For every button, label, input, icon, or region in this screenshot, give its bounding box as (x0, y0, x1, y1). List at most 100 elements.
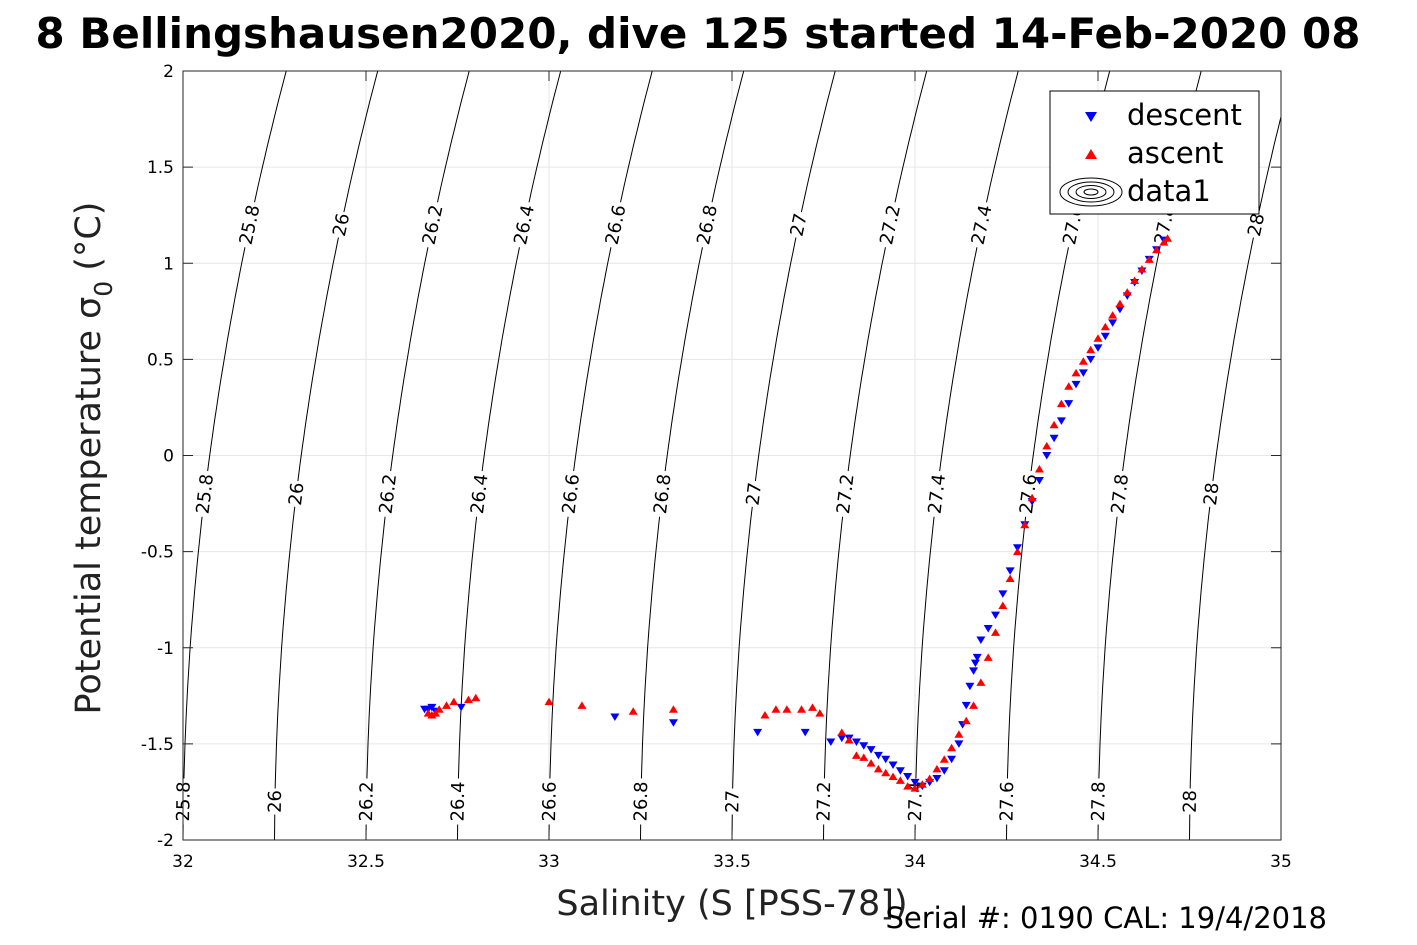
ascent-point (1020, 520, 1030, 529)
density-contour-line (640, 71, 745, 840)
density-contours (183, 71, 1281, 840)
descent-point (1056, 417, 1066, 425)
density-contour-line (548, 71, 653, 840)
y-tick-label: -2 (157, 831, 174, 851)
density-contour-label: 26.8 (631, 781, 653, 821)
density-contour-label: 26.8 (650, 473, 676, 515)
ascent-point (976, 678, 986, 686)
density-contour-label-bg (833, 469, 857, 518)
ascent-point (1005, 574, 1015, 583)
ascent-point (427, 711, 437, 719)
descent-point (954, 740, 964, 748)
density-contour-label: 26.6 (539, 781, 561, 821)
descent-point (970, 659, 980, 668)
x-tick-label: 34 (904, 852, 926, 872)
descent-point (961, 701, 971, 710)
ascent-point (859, 753, 869, 761)
ascent-point (771, 705, 781, 713)
y-axis-label: Potential temperature σ0 (°C) (69, 202, 118, 715)
density-contour-label: 27 (742, 481, 766, 506)
ascent-point (1071, 368, 1081, 377)
ascent-point (1115, 299, 1125, 308)
data-points (420, 234, 1173, 792)
descent-point (610, 713, 620, 721)
density-contour-label: 28 (1180, 790, 1201, 813)
density-contour-label-bg (1244, 210, 1268, 240)
ascent-point (881, 768, 891, 777)
ascent-point (851, 751, 861, 759)
descent-point (983, 625, 993, 633)
legend-label-ascent: ascent (1127, 136, 1223, 170)
density-contour-label: 26.6 (558, 473, 584, 515)
y-tick-label: 0.5 (147, 350, 174, 370)
legend: descent ascent data1 (1049, 90, 1260, 215)
y-tick-label: -1.5 (141, 735, 174, 755)
density-contour-label-bg (448, 778, 468, 825)
density-contour-label: 27.8 (1088, 781, 1110, 821)
ascent-point (797, 705, 807, 713)
x-axis-label: Salinity (S [PSS-78]) (556, 884, 907, 924)
ascent-point (1012, 547, 1022, 556)
descent-point (873, 751, 883, 760)
ascent-point (873, 764, 883, 773)
density-contour-label: 27.6 (997, 781, 1019, 821)
descent-point (1086, 355, 1096, 364)
ascent-point (1137, 265, 1147, 273)
ascent-point (808, 703, 818, 711)
y-axis-ticks: -2 -1.5 -1 -0.5 0 0.5 1 1.5 2 (141, 62, 1281, 851)
ascent-point (1163, 234, 1173, 242)
density-contour-label-bg (467, 469, 491, 518)
density-contour-label-bg (1200, 479, 1222, 508)
ascent-point (903, 782, 913, 790)
density-contour-label-bg (876, 200, 904, 250)
density-contour-label-bg (602, 200, 630, 250)
ascent-point (991, 628, 1001, 636)
descent-point (851, 738, 861, 746)
descent-point (837, 734, 847, 743)
density-contour-label: 26.4 (448, 781, 470, 821)
x-tick-label: 32 (172, 852, 194, 872)
descent-point (976, 636, 986, 645)
ascent-point (983, 653, 993, 661)
ascent-point (895, 776, 905, 784)
descent-point (1100, 332, 1110, 341)
legend-marker-descent (1085, 112, 1097, 122)
density-contour-label-bg (631, 778, 651, 825)
descent-point (753, 728, 763, 737)
density-contour-label-bg (265, 788, 285, 815)
density-contour-label-bg (905, 778, 925, 825)
density-contour-line (457, 71, 562, 840)
descent-point (1034, 476, 1044, 485)
ascent-point (1152, 245, 1162, 254)
ascent-point (1034, 464, 1044, 473)
descent-point (668, 719, 678, 727)
density-contour-label: 26 (265, 790, 286, 813)
legend-marker-data1-contour-icon (1059, 177, 1123, 207)
density-contour-label-bg (419, 200, 447, 250)
ascent-point (1130, 276, 1140, 285)
density-contour-line (365, 71, 470, 840)
descent-point (888, 761, 898, 770)
descent-point (998, 590, 1008, 598)
descent-point (939, 767, 949, 775)
y-tick-label: -1 (157, 639, 174, 659)
y-axis-label-subscript: 0 (89, 281, 118, 297)
ascent-point (961, 716, 971, 725)
ascent-point (1042, 441, 1052, 450)
y-tick-label: 1.5 (147, 158, 174, 178)
descent-point (969, 667, 979, 675)
density-contour-label-bg (650, 469, 674, 518)
density-contour-label-bg (1016, 469, 1040, 518)
ascent-point (939, 755, 949, 763)
descent-point (1093, 344, 1103, 352)
x-tick-label: 33.5 (713, 852, 751, 872)
ascent-point (782, 705, 792, 713)
density-contour-label: 27.4 (924, 473, 950, 515)
ascent-point (866, 759, 876, 767)
ascent-point (1108, 311, 1118, 319)
ascent-point (431, 709, 441, 717)
ascent-point (954, 730, 964, 738)
ascent-point (844, 736, 854, 744)
descent-point (881, 755, 891, 764)
